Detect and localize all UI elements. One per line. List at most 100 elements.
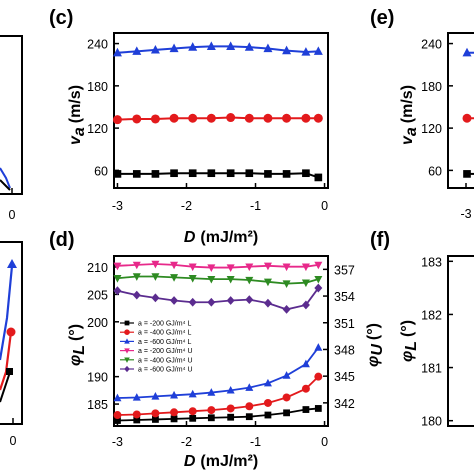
panel-d-data-point — [314, 283, 323, 293]
panel-d-data-point — [113, 393, 122, 402]
panel-e-y-tick-label: 60 — [428, 164, 442, 178]
panel-d-series-line — [117, 347, 320, 399]
panel-c-data-point — [169, 43, 179, 53]
panel-d-right-y-tick-label: 354 — [334, 290, 355, 304]
panel-d-x-tick-label: -1 — [250, 435, 261, 449]
panel-d-x-tick-label: -2 — [181, 435, 192, 449]
panel-d-data-point — [301, 359, 310, 368]
panel-d-data-point — [189, 414, 197, 422]
panel-d-data-point — [282, 393, 291, 402]
panel-d-data-point — [282, 263, 291, 272]
panel-c-x-axis-label: D (mJ/m²) — [184, 229, 258, 246]
panel-d-data-point — [314, 405, 322, 412]
panel-c-data-point — [301, 113, 311, 123]
panel-c-data-point — [226, 169, 235, 178]
left-bottom-plot-frame — [0, 241, 23, 425]
panel-d-data-point — [226, 296, 235, 305]
panel-d-right-y-tick-label: 351 — [334, 317, 355, 331]
panel-c-chart: -3 -2 -1 0 60 120 180 240 va(m/s) D (mJ/m²) — [67, 32, 329, 246]
legend-marker — [124, 320, 130, 326]
panel-d-data-point — [226, 385, 235, 394]
panel-c-x-tick-label: 0 — [321, 199, 328, 213]
panel-d-data-point — [226, 404, 235, 413]
panel-d-right-y-tick-label: 342 — [334, 397, 355, 411]
panel-d-data-point — [301, 384, 310, 393]
panel-d-data-point — [302, 406, 310, 413]
legend-marker — [124, 338, 130, 344]
panel-c-data-point — [150, 44, 160, 54]
panel-c-x-tick-label: -1 — [250, 199, 261, 213]
panel-e-chart: 60 120 180 240 va(m/s) -3 — [399, 32, 474, 221]
panel-c-data-point — [132, 46, 142, 55]
left-bottom-series-black — [0, 371, 11, 403]
panel-d-data-point — [207, 414, 215, 422]
panel-label-c: (c) — [49, 7, 73, 29]
panel-f-y-tick-label: 181 — [421, 362, 442, 376]
panel-d-left-y-tick-label: 210 — [87, 261, 108, 275]
panel-d-data-point — [188, 297, 197, 307]
panel-e-data-point — [462, 113, 472, 123]
panel-c-data-point — [113, 170, 122, 178]
panel-c-x-tick-label: -2 — [181, 199, 192, 213]
panel-d-left-y-tick-label: 200 — [87, 316, 108, 330]
panel-d-plot-frame — [113, 255, 329, 427]
panel-d-left-y-tick-label: 190 — [87, 371, 108, 385]
panel-c-y-axis-label: va(m/s) — [67, 85, 88, 145]
panel-d-data-point — [245, 263, 254, 272]
panel-d-x-axis-label: D (mJ/m²) — [184, 453, 258, 470]
panel-c-data-point — [282, 45, 292, 55]
panel-d-chart: -3 -2 -1 0 185 190 200 205 210 342 345 348 351 354 357… — [67, 255, 386, 470]
panel-e-x-tick-label: -3 — [460, 207, 471, 221]
panel-d-data-point — [263, 298, 272, 308]
left-partial-panels: 0 0 — [0, 35, 23, 448]
panel-d-data-point — [207, 297, 216, 307]
panel-c-data-point — [263, 43, 273, 53]
panel-d-data-point — [188, 275, 197, 283]
panel-c-data-point — [282, 113, 292, 123]
panel-d-data-point — [282, 305, 291, 314]
panel-d-data-point — [207, 388, 216, 396]
panel-f-y-axis-label: φL(°) — [399, 320, 420, 362]
panel-c-data-point — [314, 173, 323, 182]
left-bottom-x-tick-label: 0 — [10, 434, 17, 448]
panel-d-data-point — [113, 262, 122, 271]
panel-c-x-tick-label: -3 — [112, 199, 123, 213]
left-top-series-blue — [0, 167, 11, 189]
panel-c-y-tick-label: 240 — [87, 38, 108, 52]
panel-d-data-point — [151, 391, 160, 400]
panel-d-data-point — [314, 372, 323, 381]
legend-marker — [124, 329, 130, 336]
panel-d-data-point — [301, 300, 310, 310]
panel-d-data-point — [245, 276, 254, 285]
panel-d-data-point — [282, 371, 291, 379]
panel-d-series-line — [117, 263, 319, 269]
legend-entry-label: a = -200 GJ/m⁴ L — [138, 321, 191, 328]
panel-label-f: (f) — [370, 229, 390, 251]
panel-d-data-point — [132, 261, 141, 270]
panel-d-data-point — [170, 296, 179, 305]
panel-d-data-point — [227, 413, 235, 421]
panel-c-y-tick-label: 120 — [87, 122, 108, 136]
panel-c-data-point — [112, 47, 122, 57]
panel-d-legend: a = -200 GJ/m⁴ L a = -400 GJ/m⁴ L a = -600… — [120, 321, 193, 374]
panel-d-data-point — [151, 273, 160, 281]
panel-c-data-point — [169, 113, 179, 123]
left-top-x-tick-label: 0 — [9, 208, 16, 222]
panel-d-data-point — [132, 290, 141, 300]
panel-c-plot-frame — [113, 32, 329, 189]
panel-d-data-point — [114, 417, 121, 424]
panel-d-left-y-tick-label: 205 — [87, 288, 108, 302]
panel-label-e: (e) — [370, 7, 394, 29]
panel-e-y-axis-label: va(m/s) — [399, 85, 420, 145]
panel-d-left-y-tick-label: 185 — [87, 398, 108, 412]
legend-entry-label: a = -400 GJ/m⁴ U — [138, 357, 193, 364]
panel-d-data-point — [263, 398, 272, 407]
panel-d-data-point — [263, 262, 272, 271]
panel-d-data-point — [263, 278, 272, 287]
panel-c-data-point — [188, 113, 198, 123]
panel-d-right-y-tick-label: 357 — [334, 263, 355, 277]
panel-e-y-tick-label: 120 — [421, 122, 442, 136]
panel-c-data-point — [151, 170, 160, 178]
panel-d-left-y-axis-label: φL(°) — [67, 324, 88, 366]
